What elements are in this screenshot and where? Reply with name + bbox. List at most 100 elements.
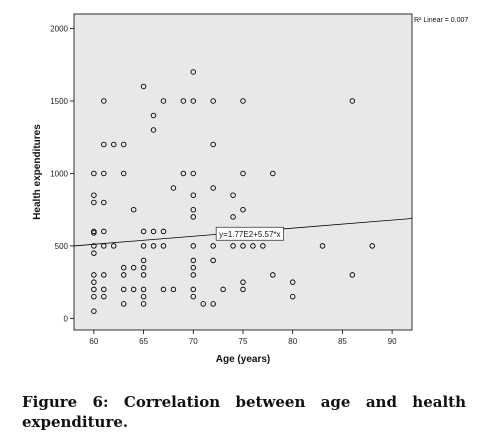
r2-label: R² Linear = 0.007 [414,17,468,24]
data-point [240,206,246,213]
data-point [91,250,97,256]
data-point [170,286,177,293]
data-point [91,293,97,300]
equation-box [215,226,284,241]
data-point [220,286,226,293]
data-point [190,206,197,213]
data-point [190,272,197,278]
data-point [130,206,137,213]
data-point [289,279,296,285]
data-point [101,272,107,278]
y-tick-label: 1500 [50,97,68,106]
data-point [240,243,246,249]
data-point [190,170,197,177]
x-tick-label: 75 [239,337,248,346]
data-point [319,243,326,249]
data-point [170,185,177,191]
data-point [140,257,147,264]
scatter-chart: 0 500 1000 1500 2000 60 65 70 75 80 85 90 Health e… [32,13,468,365]
data-point [120,301,127,307]
data-point [91,170,97,177]
data-point [140,286,147,293]
plot-area [73,13,413,331]
data-point [91,308,97,314]
data-point [240,286,246,293]
data-point [200,301,206,307]
data-point [190,264,197,271]
y-tick-label: 2000 [50,24,68,33]
data-point [101,170,107,177]
x-tick-label: 80 [288,337,297,346]
x-tick-label: 90 [388,337,397,346]
data-point [230,192,236,198]
data-point [210,257,216,264]
data-point [190,98,197,104]
data-point [150,127,157,133]
data-point [91,286,97,293]
data-point [160,228,167,235]
data-point [140,264,147,271]
data-point [230,214,236,220]
x-axis-ticks: 60 65 70 75 80 85 90 [89,330,397,346]
data-point [349,272,356,278]
data-point [150,243,157,249]
data-point [210,243,216,249]
data-point [120,264,127,271]
data-point [101,243,107,249]
data-point [190,257,197,264]
y-tick-label: 500 [55,242,69,251]
data-point [140,243,147,249]
data-point [130,264,137,271]
y-tick-label: 0 [64,314,69,323]
data-point [369,243,375,249]
data-point [140,83,147,90]
x-axis-title: Age (years) [216,354,270,365]
data-point [270,272,276,278]
data-point [190,293,197,300]
data-point [101,199,107,206]
data-point [240,170,246,177]
y-tick-label: 1000 [50,169,68,178]
data-point [180,98,187,104]
x-tick-label: 65 [139,337,148,346]
data-point [210,185,216,191]
data-point [210,98,216,104]
data-point [230,243,236,249]
equation-label: y=1.77E2+5.57*x [219,230,280,239]
data-point [349,98,356,104]
data-point [101,98,107,104]
data-point [101,228,107,235]
data-point [190,69,197,75]
data-point [130,286,137,293]
data-point [91,230,97,236]
data-point [101,141,107,148]
data-point [289,293,296,300]
data-point [101,286,107,293]
data-point [240,98,246,104]
data-point [101,293,107,300]
data-point [210,141,216,148]
data-point [160,286,167,293]
data-point [120,170,127,177]
data-point [240,279,246,285]
x-tick-label: 85 [338,337,347,346]
data-point [91,279,97,285]
data-point [140,293,147,300]
data-point [91,243,97,249]
data-point [160,243,167,249]
data-point [190,286,197,293]
figure-caption: Figure 6: Correlation between age and he… [22,393,466,431]
data-point [260,243,266,249]
data-point [120,286,127,293]
data-point [111,243,117,249]
data-point [160,98,167,104]
data-point [250,243,256,249]
data-point [270,170,276,177]
data-point [140,228,147,235]
data-point [91,272,97,278]
data-point [120,141,127,148]
data-point [190,214,197,220]
x-tick-label: 70 [189,337,198,346]
data-point [180,170,187,177]
x-tick-label: 60 [89,337,98,346]
